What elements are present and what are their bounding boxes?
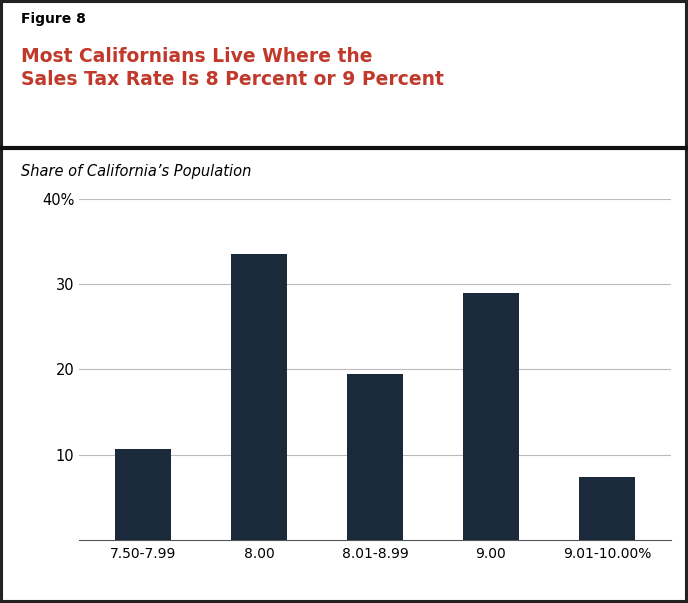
Bar [115, 449, 171, 540]
Text: Share of California’s Population: Share of California’s Population [21, 163, 251, 178]
Bar [579, 476, 635, 540]
Bar [463, 292, 519, 540]
Bar [231, 254, 287, 540]
Bar [347, 374, 402, 540]
Text: Most Californians Live Where the
Sales Tax Rate Is 8 Percent or 9 Percent: Most Californians Live Where the Sales T… [21, 47, 444, 89]
Text: Figure 8: Figure 8 [21, 12, 85, 26]
